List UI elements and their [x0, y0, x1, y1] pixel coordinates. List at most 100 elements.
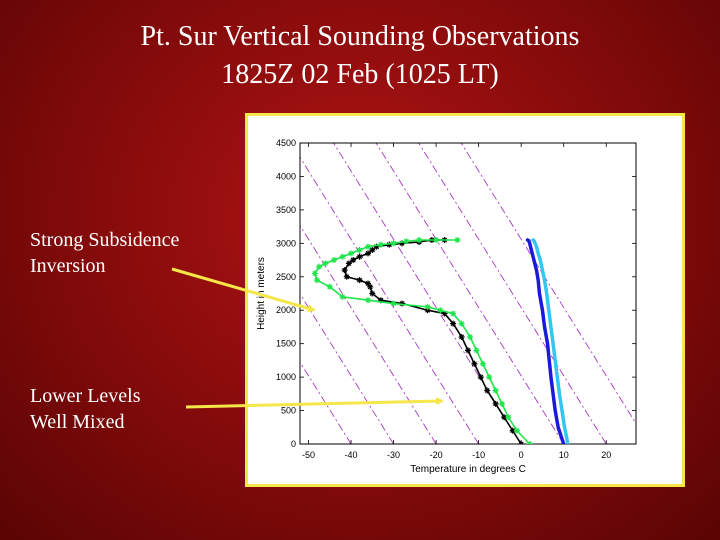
- series-2-point-22: [356, 253, 363, 260]
- series-2-point-6: [471, 360, 478, 367]
- series-2-point-24: [369, 247, 376, 254]
- y-tick-label-6: 3000: [276, 238, 296, 248]
- dry-adiabat-6: [418, 143, 607, 444]
- dry-adiabat-5: [375, 143, 565, 444]
- series-3-point-18: [311, 270, 318, 277]
- series-3-point-6: [479, 360, 486, 367]
- series-2-point-5: [477, 374, 484, 381]
- annotation-upper-line2: Inversion: [30, 255, 106, 277]
- dry-adiabat-0: [300, 361, 352, 444]
- series-3-point-9: [458, 320, 465, 327]
- series-3-point-15: [339, 293, 346, 300]
- annotation-lower-line2: Well Mixed: [30, 411, 125, 433]
- series-3-point-14: [365, 297, 372, 304]
- y-tick-label-8: 4000: [276, 171, 296, 181]
- series-2-point-10: [441, 310, 448, 317]
- series-2-point-19: [341, 267, 348, 274]
- slide-title-line1: Pt. Sur Vertical Sounding Observations: [140, 21, 580, 52]
- series-3-point-31: [454, 236, 461, 243]
- series-2-point-20: [345, 260, 352, 267]
- series-2-point-7: [465, 347, 471, 354]
- dry-adiabat-2: [300, 224, 437, 444]
- series-2-point-18: [343, 273, 350, 280]
- series-3: [311, 236, 533, 444]
- series-2-point-2: [501, 414, 508, 421]
- annotation-lower-levels: Lower Levels Well Mixed: [30, 383, 141, 435]
- dry-adiabat-7: [460, 143, 636, 425]
- series-3-point-19: [316, 263, 323, 270]
- x-tick-label-7: 20: [601, 450, 611, 460]
- annotation-lower-line1: Lower Levels: [30, 385, 141, 407]
- dry-adiabat-1: [300, 293, 394, 444]
- y-tick-label-1: 500: [281, 406, 296, 416]
- series-2-point-14: [369, 290, 376, 297]
- y-tick-label-7: 3500: [276, 205, 296, 215]
- series-2-point-13: [377, 297, 384, 304]
- x-axis-label: Temperature in degrees C: [410, 464, 526, 475]
- series-1: [531, 238, 570, 444]
- arrow-to-mixed-layer: [185, 397, 444, 409]
- series-3-point-29: [416, 236, 423, 243]
- series-2-point-8: [458, 333, 465, 340]
- y-tick-label-3: 1500: [276, 339, 296, 349]
- series-3-point-10: [450, 310, 457, 317]
- series-2-point-12: [399, 300, 406, 307]
- series-3-point-28: [403, 238, 410, 245]
- series-2-point-17: [356, 277, 363, 284]
- x-tick-label-2: -30: [387, 450, 400, 460]
- series-2-point-4: [484, 387, 491, 394]
- x-tick-label-0: -50: [302, 450, 315, 460]
- y-tick-label-5: 2500: [276, 272, 296, 282]
- series-2-point-26: [386, 241, 393, 248]
- x-tick-label-3: -20: [430, 450, 443, 460]
- x-tick-label-4: -10: [472, 450, 485, 460]
- y-tick-label-9: 4500: [276, 138, 296, 148]
- annotation-subsidence-inversion: Strong Subsidence Inversion: [30, 227, 179, 279]
- series-0-line: [525, 238, 566, 444]
- series-3-point-12: [424, 303, 431, 310]
- series-3-point-2: [505, 414, 512, 421]
- arrow-to-inversion: [171, 267, 316, 313]
- series-3-point-16: [326, 283, 333, 290]
- y-tick-label-2: 1000: [276, 372, 296, 382]
- series-3-point-25: [365, 243, 372, 250]
- y-tick-label-0: 0: [291, 439, 296, 449]
- series-2-point-15: [367, 283, 374, 290]
- series-2-point-27: [399, 240, 406, 247]
- series-2-point-3: [492, 400, 499, 407]
- x-tick-label-6: 10: [559, 450, 569, 460]
- series-3-point-21: [331, 257, 338, 264]
- series-3-point-17: [314, 277, 321, 284]
- series-3-point-13: [390, 300, 397, 307]
- series-2-point-11: [424, 307, 431, 314]
- annotation-upper-line1: Strong Subsidence: [30, 229, 180, 251]
- dry-adiabat-3: [300, 156, 479, 444]
- chart-frame: -50 -40 -30 -20 -10 0 10 20 0 500 1000 1500 2000 2500…: [245, 113, 685, 487]
- series-3-point-30: [433, 236, 440, 243]
- series-3-point-24: [356, 247, 363, 254]
- x-tick-label-5: 0: [519, 450, 524, 460]
- slide-title-line2: 1825Z 02 Feb (1025 LT): [221, 59, 499, 90]
- series-3-point-3: [499, 400, 506, 407]
- series-3-point-26: [377, 241, 384, 248]
- series-2-point-9: [450, 320, 457, 327]
- series-0: [525, 238, 566, 444]
- series-3-point-8: [467, 333, 474, 340]
- series-3-point-27: [390, 240, 397, 247]
- plot-axes-box: [299, 142, 637, 445]
- x-tick-label-1: -40: [345, 450, 358, 460]
- series-3-point-7: [473, 347, 480, 354]
- series-3-point-22: [339, 253, 346, 260]
- series-3-point-4: [492, 387, 499, 394]
- series-2-point-1: [509, 427, 516, 434]
- y-tick-label-4: 2000: [276, 305, 296, 315]
- series-2-point-23: [365, 250, 372, 257]
- series-1-line: [531, 238, 570, 444]
- series-3-point-5: [486, 374, 493, 381]
- series-3-point-23: [348, 250, 355, 257]
- series-2-point-16: [365, 280, 372, 287]
- series-3-point-1: [513, 427, 520, 434]
- series-3-point-20: [322, 260, 329, 267]
- series-2-point-21: [350, 257, 357, 264]
